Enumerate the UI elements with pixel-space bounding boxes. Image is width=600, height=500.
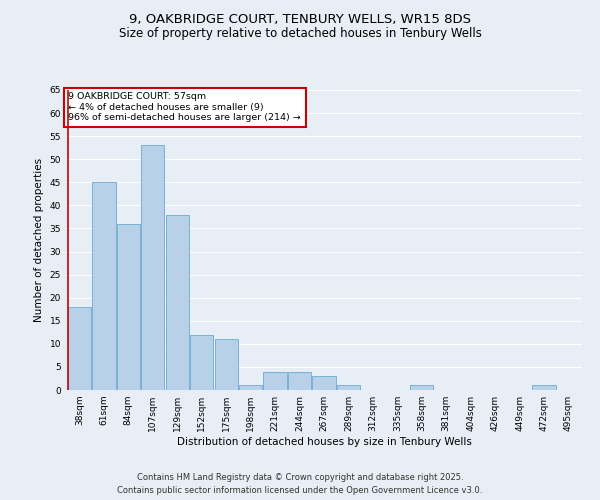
Text: Contains HM Land Registry data © Crown copyright and database right 2025.
Contai: Contains HM Land Registry data © Crown c… xyxy=(118,474,482,495)
Bar xyxy=(288,372,311,390)
Bar xyxy=(263,372,287,390)
Bar xyxy=(410,386,433,390)
Text: 9 OAKBRIDGE COURT: 57sqm
← 4% of detached houses are smaller (9)
96% of semi-det: 9 OAKBRIDGE COURT: 57sqm ← 4% of detache… xyxy=(68,92,301,122)
Bar xyxy=(337,386,360,390)
Bar xyxy=(68,307,91,390)
Bar xyxy=(190,334,214,390)
Text: Size of property relative to detached houses in Tenbury Wells: Size of property relative to detached ho… xyxy=(119,28,481,40)
Bar xyxy=(92,182,116,390)
Bar xyxy=(239,386,262,390)
Bar xyxy=(166,214,189,390)
X-axis label: Distribution of detached houses by size in Tenbury Wells: Distribution of detached houses by size … xyxy=(176,437,472,447)
Bar xyxy=(532,386,556,390)
Bar xyxy=(215,339,238,390)
Text: 9, OAKBRIDGE COURT, TENBURY WELLS, WR15 8DS: 9, OAKBRIDGE COURT, TENBURY WELLS, WR15 … xyxy=(129,12,471,26)
Bar xyxy=(117,224,140,390)
Bar xyxy=(141,146,164,390)
Y-axis label: Number of detached properties: Number of detached properties xyxy=(34,158,44,322)
Bar xyxy=(313,376,335,390)
